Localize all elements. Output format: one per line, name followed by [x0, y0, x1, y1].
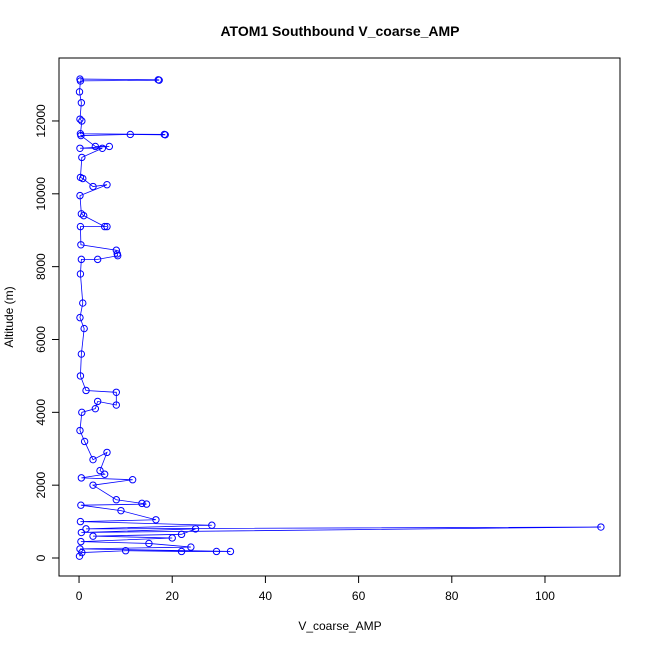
point: [98, 144, 107, 152]
point: [91, 404, 100, 413]
y-tick-label: 12000: [34, 104, 48, 138]
y-tick-label: 8000: [34, 253, 48, 280]
x-axis-label: V_coarse_AMP: [298, 619, 381, 633]
point: [103, 448, 111, 457]
point: [76, 144, 84, 152]
point: [114, 252, 122, 260]
point: [76, 372, 85, 380]
point: [187, 543, 195, 551]
point: [161, 131, 169, 139]
line: [79, 78, 601, 557]
point: [76, 191, 84, 200]
chart-title: ATOM1 Southbound V_coarse_AMP: [220, 23, 459, 39]
y-tick-label: 10000: [34, 177, 48, 211]
point: [112, 496, 121, 504]
point: [89, 481, 97, 489]
point: [77, 210, 86, 218]
point: [103, 181, 111, 189]
point: [76, 517, 85, 526]
point: [152, 516, 160, 524]
point: [79, 299, 87, 307]
x-tick-label: 60: [352, 589, 366, 603]
point: [82, 525, 90, 533]
point: [78, 548, 86, 557]
point: [77, 131, 85, 140]
point: [100, 222, 109, 231]
point: [76, 313, 84, 322]
point: [78, 117, 86, 125]
point: [78, 408, 86, 417]
point: [79, 211, 88, 220]
y-tick-label: 2000: [34, 471, 48, 498]
point: [168, 534, 176, 542]
point: [76, 77, 85, 85]
point: [76, 545, 84, 553]
point: [112, 246, 121, 254]
point: [142, 500, 151, 508]
point: [76, 426, 84, 435]
point: [76, 222, 85, 231]
point: [177, 547, 186, 556]
point: [103, 222, 111, 231]
y-axis-label: Altitude (m): [2, 286, 16, 347]
point: [128, 476, 137, 484]
point: [77, 255, 86, 264]
point: [80, 437, 89, 446]
point: [77, 241, 85, 249]
point: [80, 324, 88, 333]
point: [226, 547, 235, 556]
point: [138, 499, 146, 508]
x-tick-label: 40: [259, 589, 273, 603]
point: [79, 174, 87, 183]
point: [112, 388, 121, 396]
y-tick-label: 6000: [34, 326, 48, 353]
point: [77, 99, 86, 107]
point: [155, 76, 163, 84]
point: [77, 474, 86, 482]
y-tick-label: 0: [34, 554, 48, 561]
point: [191, 525, 200, 533]
point: [145, 539, 153, 548]
point: [75, 552, 84, 560]
point: [105, 142, 114, 151]
x-tick-label: 0: [76, 589, 83, 603]
point: [93, 397, 102, 406]
point: [76, 270, 85, 278]
point: [126, 130, 134, 139]
point: [77, 501, 85, 509]
point: [212, 547, 221, 556]
point: [78, 153, 86, 162]
point: [77, 350, 86, 358]
point: [77, 528, 86, 537]
point: [121, 547, 130, 555]
point: [75, 88, 84, 96]
y-tick-label: 4000: [34, 399, 48, 426]
plot-frame: [58, 57, 621, 577]
point: [89, 182, 97, 191]
point: [112, 401, 121, 409]
point: [597, 523, 605, 531]
point: [177, 530, 186, 539]
point: [117, 506, 125, 515]
point: [100, 470, 109, 478]
point: [96, 466, 104, 475]
x-tick-label: 100: [535, 589, 555, 603]
point: [208, 521, 216, 529]
x-tick-label: 80: [445, 589, 459, 603]
point: [93, 255, 102, 264]
x-tick-label: 20: [166, 589, 180, 603]
point: [77, 537, 85, 546]
point: [76, 115, 84, 123]
point: [91, 142, 100, 151]
point: [82, 386, 90, 395]
point: [89, 455, 97, 464]
point: [89, 532, 97, 540]
